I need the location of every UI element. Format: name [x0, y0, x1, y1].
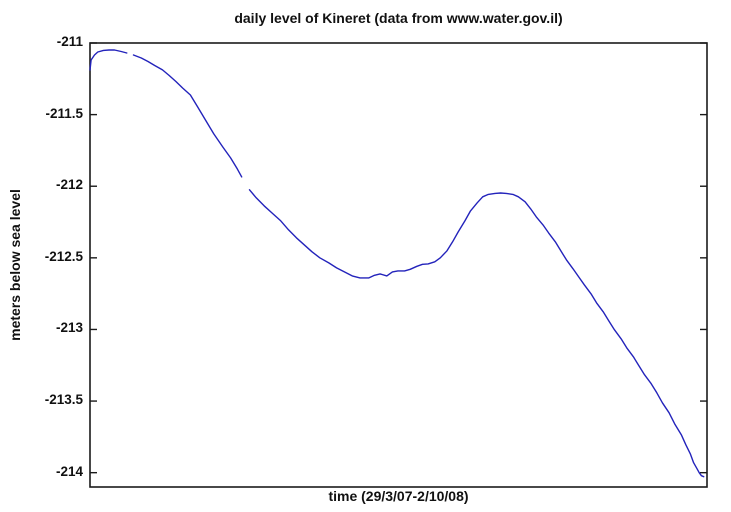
level-line-segment [132, 54, 243, 178]
y-tick-label: -213.5 [44, 392, 83, 408]
y-tick-label: -212.5 [44, 248, 83, 264]
y-tick-label: -212 [55, 177, 83, 193]
axis-box [89, 42, 708, 488]
level-line-segment [248, 189, 705, 478]
y-tick-label: -211.5 [45, 105, 83, 121]
level-curve [89, 49, 705, 478]
y-tick-label: -211 [56, 34, 83, 49]
axis-ticks [90, 42, 707, 474]
y-tick-label: -213 [55, 320, 83, 336]
y-tick-label: -214 [55, 463, 83, 479]
level-line-segment [89, 49, 128, 71]
x-axis-label: time (29/3/07-2/10/08) [328, 488, 469, 504]
chart-title: daily level of Kineret (data from www.wa… [234, 10, 563, 26]
